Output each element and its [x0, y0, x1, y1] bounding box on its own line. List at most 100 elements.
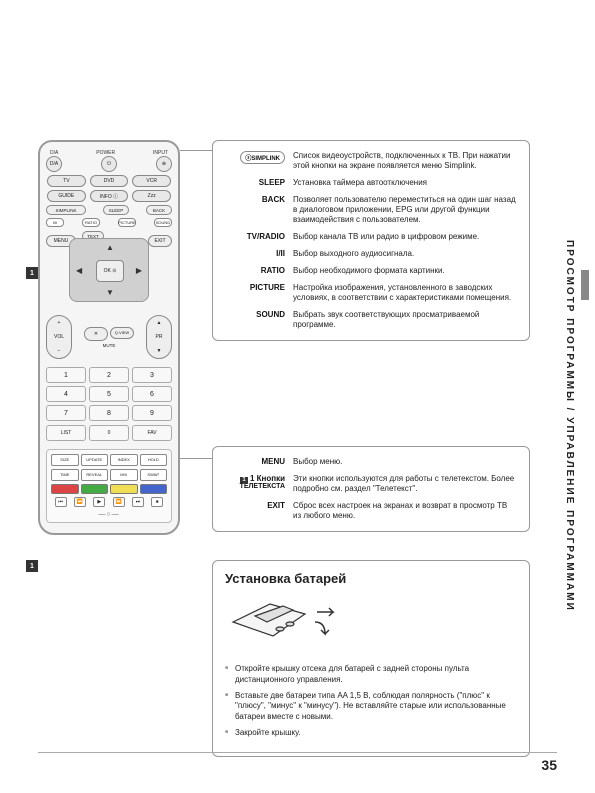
description-box-2: MENU Выбор меню. 1 1 Кнопки ТЕЛЕТЕКСТА Э… [212, 446, 530, 532]
pr-label: PR [156, 334, 163, 340]
size-button[interactable]: SIZE [51, 454, 79, 466]
desc-sound: SOUND Выбрать звук соответствующих просм… [225, 310, 517, 330]
arrow-right-icon[interactable]: ▶ [136, 266, 142, 275]
label-input: INPUT [153, 150, 168, 156]
callout-marker-2: 1 [26, 560, 38, 572]
prev-button[interactable]: ⏮ [55, 497, 67, 507]
brand-logo: —○— [51, 511, 167, 518]
blue-button[interactable] [140, 484, 168, 494]
rew-button[interactable]: ⏪ [74, 497, 86, 507]
num-2[interactable]: 2 [89, 367, 129, 383]
desc-simplink: ⓢSIMPLINK Список видеоустройств, подключ… [225, 151, 517, 171]
qview-button[interactable]: Q.VIEW [110, 327, 134, 339]
simplink-button[interactable]: SIMPLINK [46, 205, 86, 215]
info-button[interactable]: INFO ⓘ [90, 190, 129, 202]
footer-rule [38, 752, 557, 753]
desc-menu: MENU Выбор меню. [225, 457, 517, 467]
update-button[interactable]: UPDATE [81, 454, 109, 466]
red-button[interactable] [51, 484, 79, 494]
num-1[interactable]: 1 [46, 367, 86, 383]
description-box-1: ⓢSIMPLINK Список видеоустройств, подключ… [212, 140, 530, 341]
leader-line-2 [180, 458, 212, 459]
arrow-down-icon[interactable]: ▼ [106, 288, 114, 297]
fav-button[interactable]: FAV [132, 425, 172, 441]
arrow-up-icon[interactable]: ▲ [106, 243, 114, 252]
num-6[interactable]: 6 [132, 386, 172, 402]
desc-teletext: 1 1 Кнопки ТЕЛЕТЕКСТА Эти кнопки использ… [225, 474, 517, 494]
teletext-pad: SIZE UPDATE INDEX HOLD TIME REVEAL MIX S… [46, 449, 172, 523]
desc-back: BACK Позволяет пользователю переместитьс… [225, 195, 517, 225]
index-button[interactable]: INDEX [110, 454, 138, 466]
remote-control-illustration: D/A POWER INPUT D/A ⏻ ⊕ TV DVD VCR GUIDE… [38, 140, 180, 535]
leader-line-1 [180, 150, 212, 151]
moon-button[interactable]: Zzz [132, 190, 171, 202]
mix-button[interactable]: MIX [110, 469, 138, 481]
mute-button[interactable]: ✕ [84, 327, 108, 341]
num-8[interactable]: 8 [89, 405, 129, 421]
manual-page: 1 1 D/A POWER INPUT D/A ⏻ ⊕ TV DVD VCR G… [0, 0, 595, 793]
sound-button[interactable]: SOUND [154, 218, 172, 227]
desc-sleep: SLEEP Установка таймера автоотключения [225, 178, 517, 188]
vol-label: VOL [54, 334, 64, 340]
num-4[interactable]: 4 [46, 386, 86, 402]
num-0[interactable]: 0 [89, 425, 129, 441]
media-row: ⏮ ⏪ ▶ ⏩ ⏭ ⏹ [51, 497, 167, 507]
desc-picture: PICTURE Настройка изображения, установле… [225, 283, 517, 303]
battery-step-3: Закройте крышку. [225, 728, 517, 739]
src-vcr[interactable]: VCR [132, 175, 171, 187]
ok-button[interactable]: OK ⊙ [96, 260, 124, 282]
battery-step-1: Откройте крышку отсека для батарей с зад… [225, 664, 517, 686]
num-3[interactable]: 3 [132, 367, 172, 383]
callout-marker-1: 1 [26, 267, 38, 279]
input-button[interactable]: ⊕ [156, 156, 172, 172]
desc-ratio: RATIO Выбор необходимого формата картинк… [225, 266, 517, 276]
volume-rocker[interactable]: +VOL− [46, 315, 72, 359]
list-fav-row: LIST 0 FAV [46, 425, 172, 441]
simplink-icon: ⓢSIMPLINK [240, 151, 285, 164]
num-5[interactable]: 5 [89, 386, 129, 402]
program-rocker[interactable]: ▲PR▼ [146, 315, 172, 359]
src-dvd[interactable]: DVD [90, 175, 129, 187]
battery-step-2: Вставьте две батареи типа AA 1,5 В, собл… [225, 691, 517, 723]
picture-button[interactable]: PICTURE [118, 218, 136, 227]
arrow-left-icon[interactable]: ◀ [76, 266, 82, 275]
section-title-vertical: ПРОСМОТР ПРОГРАММЫ / УПРАВЛЕНИЕ ПРОГРАММ… [564, 240, 575, 612]
number-pad: 1 2 3 4 5 6 7 8 9 [46, 367, 172, 421]
reveal-button[interactable]: REVEAL [81, 469, 109, 481]
time-button[interactable]: TIME [51, 469, 79, 481]
ff-button[interactable]: ⏩ [113, 497, 125, 507]
num-7[interactable]: 7 [46, 405, 86, 421]
guide-button[interactable]: GUIDE [47, 190, 86, 202]
num-9[interactable]: 9 [132, 405, 172, 421]
iii-button[interactable]: I/II [46, 218, 64, 227]
battery-svg-icon [225, 594, 355, 654]
sleep-button[interactable]: SLEEP [103, 205, 129, 215]
list-button[interactable]: LIST [46, 425, 86, 441]
src-tv[interactable]: TV [47, 175, 86, 187]
hold-button[interactable]: HOLD [140, 454, 168, 466]
vol-pr-row: +VOL− ✕ Q.VIEW MUTE ▲PR▼ [46, 315, 172, 359]
yellow-button[interactable] [110, 484, 138, 494]
back-button[interactable]: BACK [146, 205, 172, 215]
mute-cluster: ✕ Q.VIEW MUTE [84, 327, 134, 348]
play-button[interactable]: ▶ [93, 497, 105, 507]
mute-label: MUTE [103, 343, 116, 348]
remote-body: D/A POWER INPUT D/A ⏻ ⊕ TV DVD VCR GUIDE… [38, 140, 180, 535]
next-button[interactable]: ⏭ [132, 497, 144, 507]
green-button[interactable] [81, 484, 109, 494]
power-button[interactable]: ⏻ [101, 156, 117, 172]
label-power: POWER [96, 150, 115, 156]
ratio-button[interactable]: RATIO [82, 218, 100, 227]
da-button[interactable]: D/A [46, 156, 62, 172]
battery-steps: Откройте крышку отсека для батарей с зад… [225, 664, 517, 739]
dpad-area: MENU TEXT EXIT ▲ ▼ ◀ ▶ OK ⊙ [46, 233, 172, 307]
desc-exit: EXIT Сброс всех настроек на экранах и во… [225, 501, 517, 521]
swap-button[interactable]: SWAP [140, 469, 168, 481]
battery-illustration [225, 594, 517, 654]
exit-button[interactable]: EXIT [148, 235, 172, 247]
desc-tvradio: TV/RADIO Выбор канала ТВ или радио в циф… [225, 232, 517, 242]
dpad: ▲ ▼ ◀ ▶ OK ⊙ [69, 238, 149, 302]
stop-button[interactable]: ⏹ [151, 497, 163, 507]
desc-iii: I/II Выбор выходного аудиосигнала. [225, 249, 517, 259]
battery-box: Установка батарей Откройте крышку отсека… [212, 560, 530, 757]
